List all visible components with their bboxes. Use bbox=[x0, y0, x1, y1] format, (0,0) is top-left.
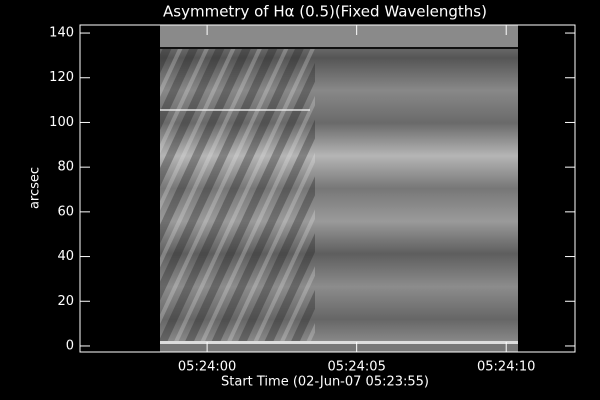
plot-frame bbox=[79, 24, 576, 353]
image bbox=[160, 25, 518, 352]
x-tick-label: 05:24:10 bbox=[477, 360, 535, 375]
x-tick-label: 05:24:05 bbox=[327, 360, 385, 375]
y-tick-label: 60 bbox=[57, 204, 74, 219]
chart-title: Asymmetry of Hα (0.5)(Fixed Wavelengths) bbox=[163, 3, 487, 21]
y-tick-label: 40 bbox=[57, 249, 74, 264]
y-axis-label: arcsec bbox=[28, 167, 43, 209]
y-tick-label: 100 bbox=[49, 115, 74, 130]
y-tick-label: 120 bbox=[49, 70, 74, 85]
x-axis-label: Start Time (02-Jun-07 05:23:55) bbox=[221, 375, 429, 390]
y-tick-label: 140 bbox=[49, 26, 74, 41]
y-tick-label: 80 bbox=[57, 160, 74, 175]
y-tick-label: 0 bbox=[66, 338, 74, 353]
x-tick-label: 05:24:00 bbox=[178, 360, 236, 375]
y-tick-label: 20 bbox=[57, 294, 74, 309]
